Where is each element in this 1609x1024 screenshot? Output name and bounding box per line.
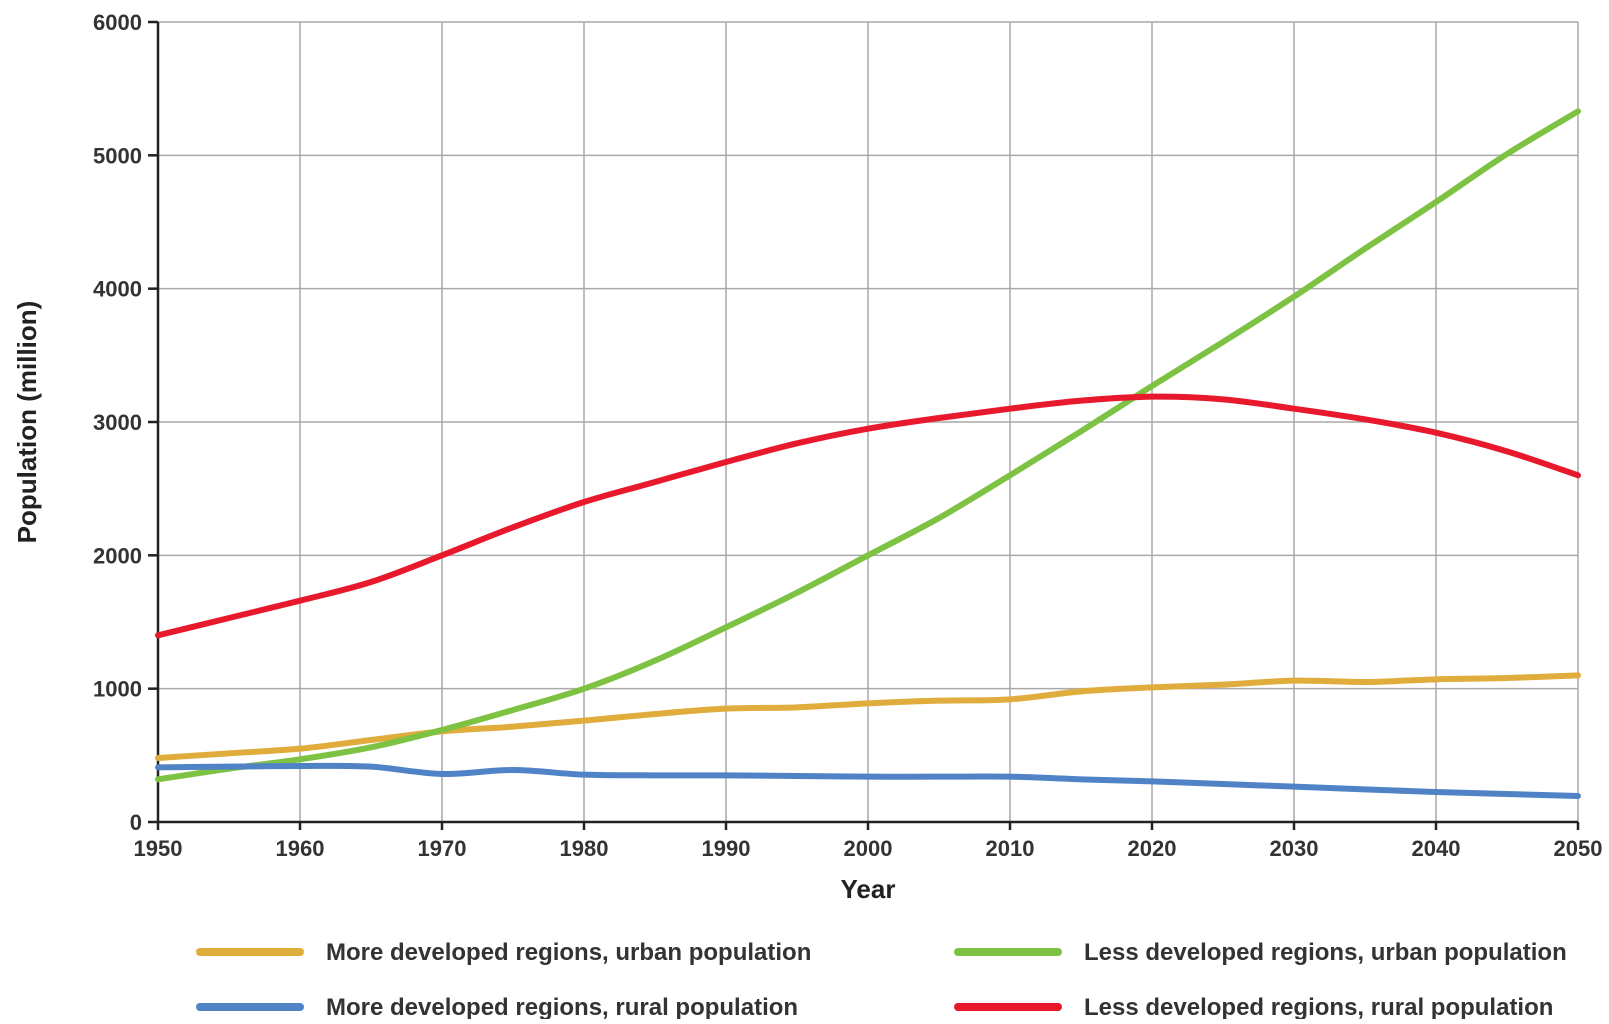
y-tick-label: 3000 — [93, 410, 142, 435]
y-tick-label: 0 — [130, 810, 142, 835]
legend-label: More developed regions, rural population — [326, 994, 798, 1019]
x-tick-label: 1990 — [702, 836, 751, 861]
legend-label: More developed regions, urban population — [326, 939, 811, 966]
x-tick-label: 2010 — [986, 836, 1035, 861]
series-line-ldr-rural — [155, 393, 1581, 639]
x-tick-label: 2030 — [1270, 836, 1319, 861]
x-tick-label: 2050 — [1554, 836, 1603, 861]
x-tick-label: 2020 — [1128, 836, 1177, 861]
series-line-ldr-urban — [155, 108, 1581, 783]
x-tick-label: 1960 — [276, 836, 325, 861]
x-tick-label: 1980 — [560, 836, 609, 861]
axis-layer: 1950 1960 1970 1980 1990 2000 2010 2020 2030 2040… — [12, 10, 1602, 904]
legend-item-ldr-rural: Less developed regions, rural population — [954, 994, 1553, 1021]
grid-layer — [158, 21, 1579, 822]
x-axis-title: Year — [841, 874, 896, 904]
x-tick-label: 1950 — [134, 836, 183, 861]
legend: More developed regions, urban population… — [196, 939, 1567, 1021]
legend-item-mdr-urban: More developed regions, urban population — [196, 939, 811, 966]
series-line-mdr-urban — [155, 672, 1581, 761]
x-tick-label: 2000 — [844, 836, 893, 861]
y-tick-label: 6000 — [93, 10, 142, 35]
series-layer — [155, 108, 1581, 799]
legend-label: Less developed regions, rural population — [1084, 994, 1553, 1019]
y-tick-label: 4000 — [93, 277, 142, 302]
x-tick-label: 1970 — [418, 836, 467, 861]
x-tick-label: 2040 — [1412, 836, 1461, 861]
legend-label: Less developed regions, urban population — [1084, 939, 1567, 966]
legend-item-mdr-rural: More developed regions, rural population — [196, 994, 798, 1021]
y-axis-title: Population (million) — [12, 301, 42, 544]
legend-item-ldr-urban: Less developed regions, urban population — [954, 939, 1567, 966]
y-tick-label: 2000 — [93, 543, 142, 568]
y-tick-label: 1000 — [93, 677, 142, 702]
y-tick-label: 5000 — [93, 143, 142, 168]
series-line-mdr-rural — [155, 762, 1581, 799]
